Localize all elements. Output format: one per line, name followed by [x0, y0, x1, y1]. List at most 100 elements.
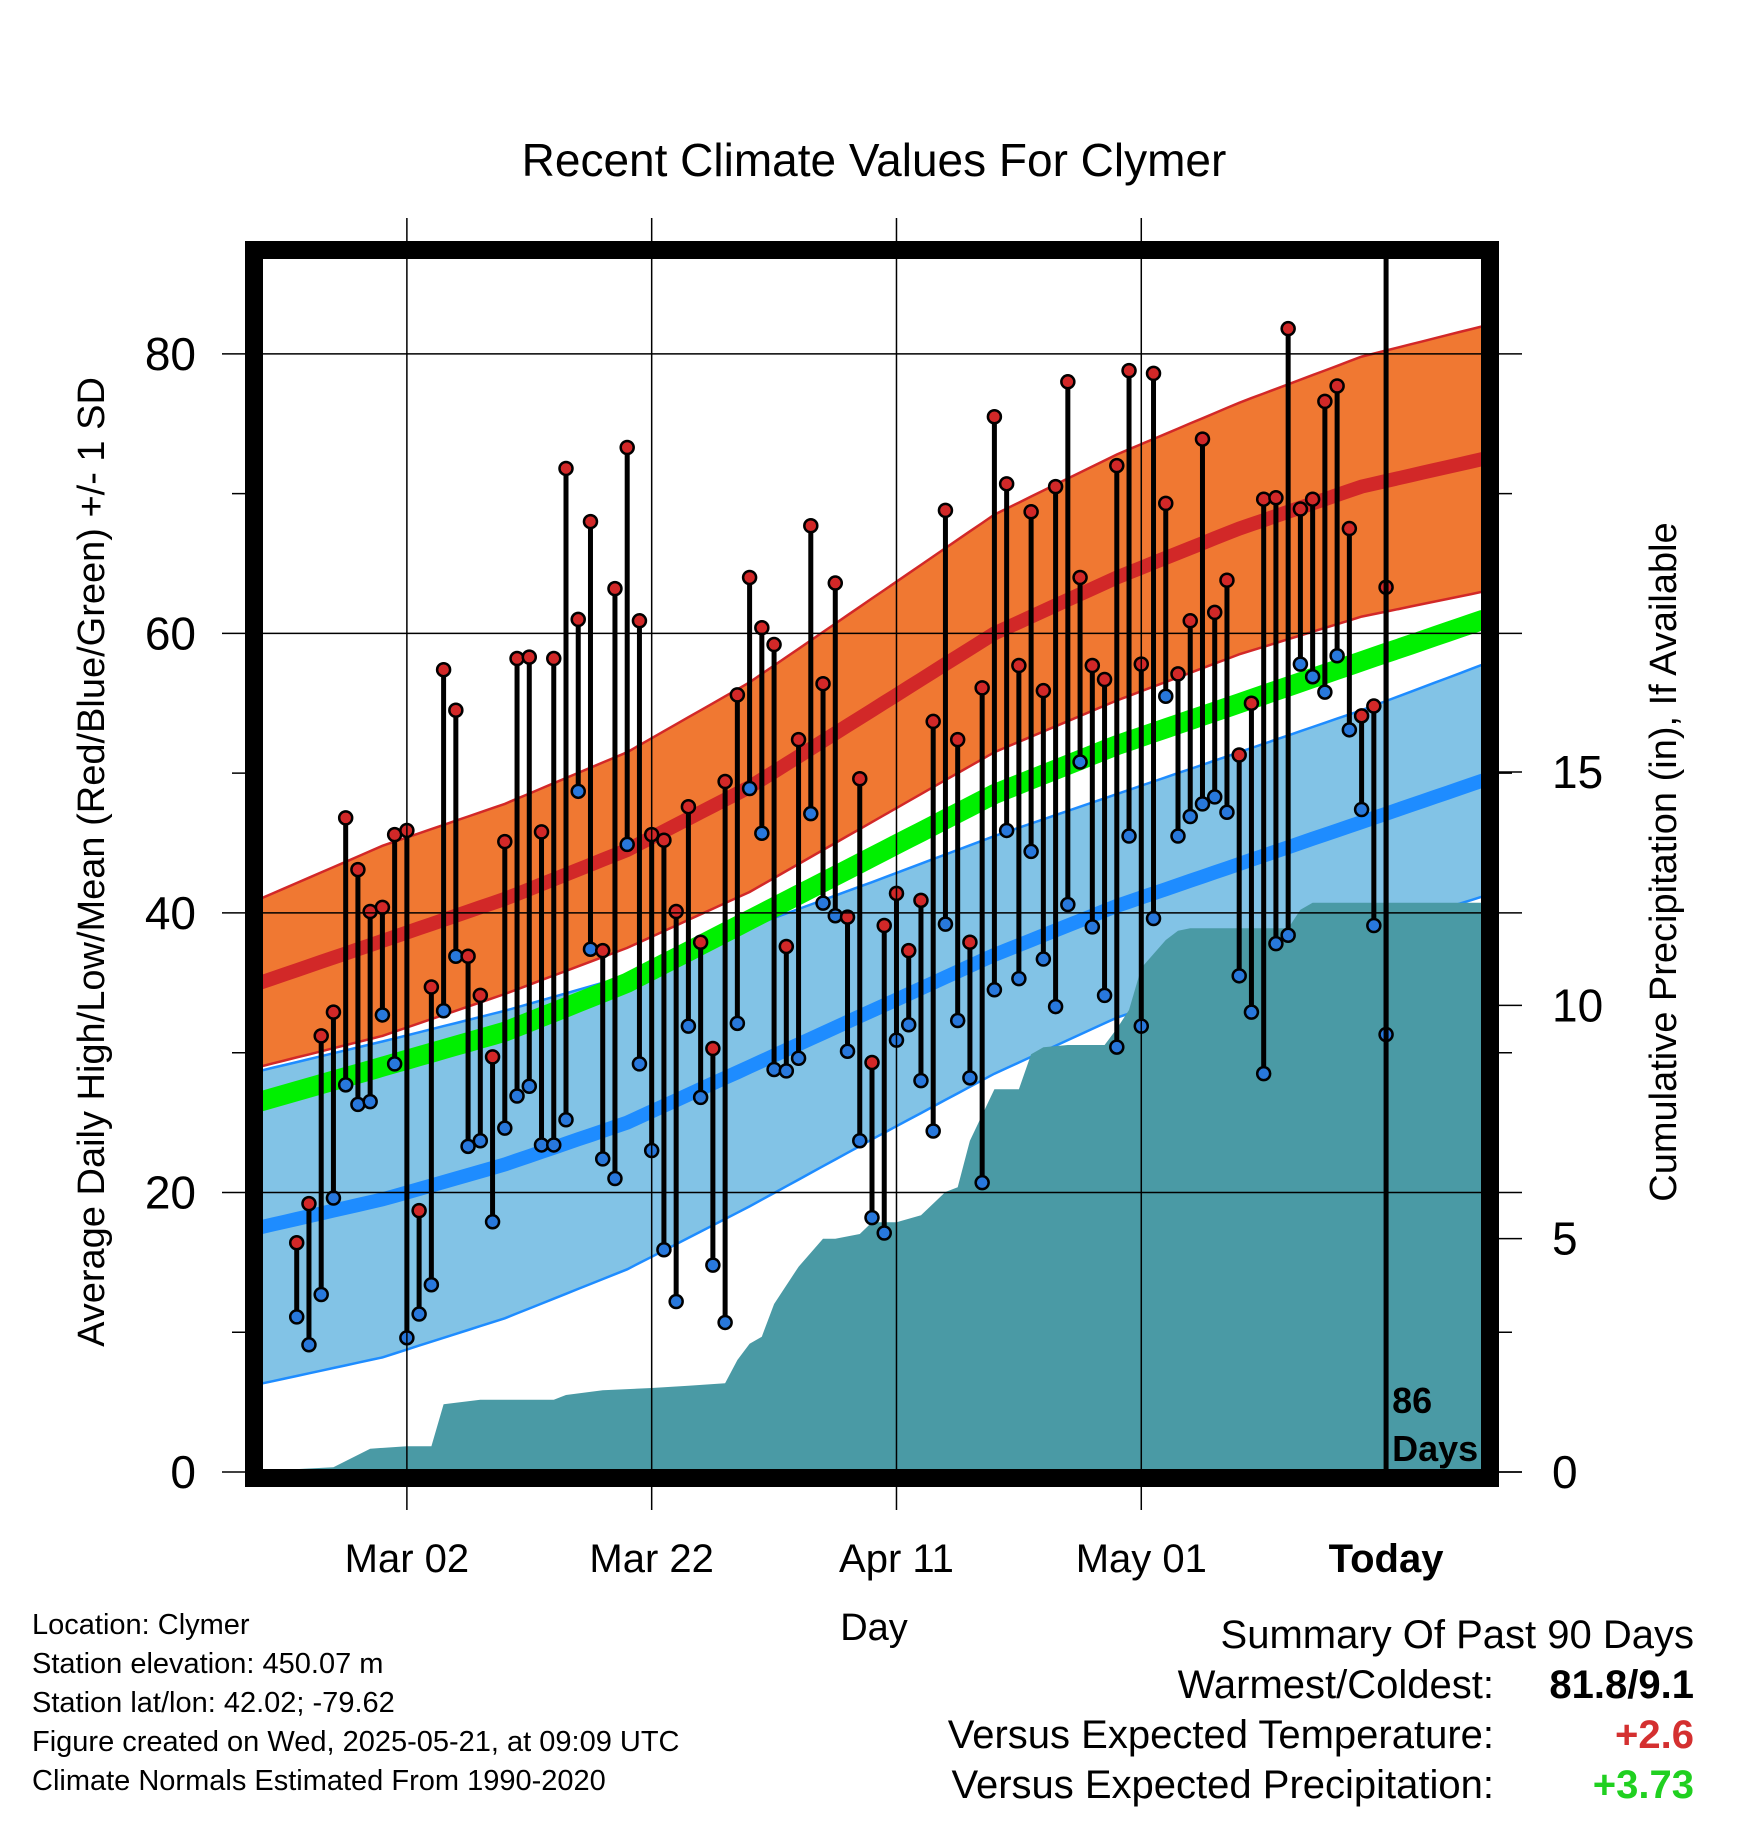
high-point: [986, 408, 1003, 425]
low-point: [1194, 796, 1211, 812]
high-point: [509, 650, 525, 667]
x-tick-label: Apr 11: [839, 1537, 954, 1581]
high-point: [839, 909, 856, 925]
low-point: [472, 1132, 489, 1149]
high-point: [1231, 747, 1247, 763]
today-annotation: 86: [1392, 1380, 1432, 1421]
high-point: [1194, 431, 1211, 447]
low-point: [570, 783, 586, 800]
low-point: [460, 1138, 476, 1155]
high-point: [350, 861, 366, 878]
high-point: [472, 987, 489, 1004]
high-point: [864, 1054, 880, 1071]
high-point: [1035, 682, 1052, 699]
summary-panel: Summary Of Past 90 Days Warmest/Coldest:…: [948, 1610, 1694, 1810]
low-point: [974, 1174, 990, 1191]
y-tick-label: 0: [170, 1446, 196, 1498]
low-point: [1206, 789, 1223, 805]
low-point: [509, 1088, 525, 1104]
high-point: [790, 731, 807, 748]
low-point: [998, 822, 1015, 839]
high-point: [448, 702, 464, 719]
high-point: [827, 575, 844, 591]
low-point: [925, 1123, 941, 1139]
y-tick-label: 20: [145, 1166, 196, 1218]
high-point: [497, 833, 513, 850]
low-point: [1145, 910, 1162, 927]
y2-axis-label: Cumulative Precipitation (in), If Availa…: [1643, 522, 1685, 1201]
high-point: [594, 942, 611, 959]
y2-tick-label: 0: [1552, 1446, 1578, 1498]
low-point: [900, 1016, 917, 1033]
low-point: [741, 780, 758, 797]
y2-tick-label: 10: [1552, 979, 1603, 1031]
low-point: [484, 1214, 501, 1230]
summary-heading: Summary Of Past 90 Days: [948, 1610, 1694, 1660]
low-point: [1268, 935, 1284, 952]
low-point: [337, 1077, 354, 1093]
station-info: Location: Clymer Station elevation: 450.…: [32, 1606, 680, 1801]
y-tick-label: 40: [145, 887, 196, 939]
high-point: [631, 613, 648, 629]
x-tick-label: Mar 02: [345, 1537, 470, 1581]
high-point: [1060, 374, 1076, 390]
today-annotation: Days: [1392, 1428, 1478, 1469]
low-point: [288, 1309, 305, 1325]
low-point: [1060, 896, 1076, 913]
low-point: [1280, 927, 1296, 944]
low-point: [607, 1170, 623, 1187]
low-point: [1072, 754, 1088, 770]
high-point: [900, 942, 917, 959]
x-tick-label: May 01: [1076, 1537, 1207, 1581]
high-point: [1280, 320, 1296, 337]
low-point: [692, 1089, 709, 1106]
low-point: [497, 1120, 513, 1136]
high-point: [962, 934, 978, 951]
high-point: [1206, 604, 1223, 621]
low-point: [839, 1043, 856, 1060]
low-point: [1096, 987, 1113, 1004]
high-point: [1145, 365, 1162, 382]
high-point: [484, 1049, 501, 1065]
low-point: [962, 1070, 978, 1086]
low-point: [986, 982, 1003, 998]
high-point: [1072, 569, 1088, 586]
high-point: [533, 824, 550, 840]
y-tick-label: 60: [145, 607, 196, 659]
high-point: [460, 948, 476, 964]
normals-text: Climate Normals Estimated From 1990-2020: [32, 1765, 606, 1797]
high-point: [1341, 520, 1358, 537]
low-point: [1023, 843, 1039, 860]
high-point: [619, 439, 635, 456]
y-axis-label: Average Daily High/Low/Mean (Red/Blue/Gr…: [71, 377, 113, 1347]
high-point: [1047, 478, 1064, 495]
low-point: [313, 1286, 329, 1303]
precip-area: [260, 902, 1484, 1472]
high-point: [913, 892, 929, 909]
high-point: [729, 687, 746, 703]
precip-row: Versus Expected Precipitation: +3.73: [948, 1760, 1694, 1810]
elevation-text: Station elevation: 450.07 m: [32, 1648, 384, 1680]
high-point: [1353, 708, 1370, 724]
low-point: [668, 1293, 684, 1310]
high-point: [949, 731, 966, 748]
y2-tick-label: 5: [1552, 1213, 1578, 1265]
high-point: [435, 661, 452, 678]
low-mean-line: [260, 773, 1484, 1235]
low-point: [790, 1050, 807, 1067]
low-point: [558, 1112, 574, 1128]
high-point: [1366, 698, 1382, 714]
high-point: [1292, 501, 1309, 517]
low-point: [1366, 917, 1382, 934]
high-point: [998, 476, 1015, 492]
high-point: [766, 636, 782, 653]
high-point: [374, 899, 391, 916]
avg-mean-line: [260, 609, 1484, 1112]
high-point: [680, 798, 697, 815]
high-point: [558, 460, 574, 477]
low-point: [374, 1007, 391, 1023]
low-point: [937, 916, 954, 932]
high-point: [288, 1235, 305, 1251]
chart-title: Recent Climate Values For Clymer: [522, 134, 1227, 186]
